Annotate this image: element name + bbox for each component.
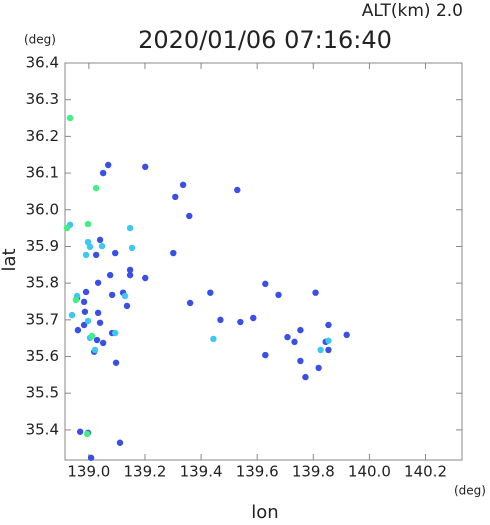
echo-point xyxy=(92,184,100,192)
echo-point xyxy=(302,373,309,381)
echo-point xyxy=(94,309,102,317)
echo-point xyxy=(72,296,80,304)
echo-point xyxy=(82,251,90,259)
echo-point xyxy=(80,321,88,329)
y-tick-label: 36.1 xyxy=(26,164,59,182)
echo-point xyxy=(207,289,214,296)
echo-point xyxy=(186,299,194,307)
echo-point xyxy=(96,236,104,244)
echo-point xyxy=(343,331,350,339)
echo-point xyxy=(80,298,88,306)
echo-point xyxy=(106,271,114,279)
echo-point xyxy=(94,279,102,286)
chart-title: 2020/01/06 07:16:40 xyxy=(138,26,392,54)
echo-point xyxy=(325,321,332,329)
x-tick-label: 139.4 xyxy=(180,463,223,481)
echo-point xyxy=(317,346,324,354)
echo-point xyxy=(128,244,136,252)
echo-point xyxy=(217,316,224,324)
echo-point xyxy=(186,212,193,220)
echo-point xyxy=(142,163,149,171)
y-tick-label: 35.6 xyxy=(26,347,59,365)
echo-point xyxy=(116,439,124,446)
echo-point xyxy=(170,249,177,257)
echo-point xyxy=(91,346,99,354)
echo-point xyxy=(76,428,84,435)
y-tick-label: 36.0 xyxy=(26,200,59,218)
echo-point xyxy=(126,271,134,279)
y-tick-label: 35.9 xyxy=(26,237,59,255)
echo-point xyxy=(81,308,89,315)
x-tick-label: 139.0 xyxy=(67,463,110,481)
echo-point xyxy=(83,430,91,438)
echo-point xyxy=(121,292,129,300)
echo-point xyxy=(99,339,107,347)
echo-point xyxy=(126,224,134,232)
echo-point xyxy=(234,186,241,194)
y-tick-label: 35.8 xyxy=(26,274,59,292)
echo-point xyxy=(84,220,92,228)
echo-point xyxy=(84,317,92,325)
echo-point xyxy=(172,193,179,201)
echo-point xyxy=(99,169,107,177)
y-axis-label: lat xyxy=(0,248,20,271)
echo-point xyxy=(68,311,76,319)
echo-point xyxy=(262,280,269,288)
echo-point xyxy=(86,243,94,251)
echo-point xyxy=(325,346,332,354)
echo-point xyxy=(297,326,304,334)
y-tick-label: 36.2 xyxy=(26,127,59,145)
plot-frame xyxy=(64,62,463,461)
echo-point xyxy=(123,302,131,310)
echo-point xyxy=(93,336,101,344)
echo-point xyxy=(126,266,134,274)
x-axis-label: lon xyxy=(251,502,278,521)
echo-point xyxy=(250,314,257,322)
y-tick-label: 36.4 xyxy=(26,54,59,72)
echo-point xyxy=(325,337,332,344)
echo-point xyxy=(275,291,282,299)
echo-point xyxy=(315,364,322,372)
echo-point xyxy=(142,274,149,282)
x-tick-label: 140.2 xyxy=(404,463,447,481)
y-tick-label: 35.7 xyxy=(26,310,59,328)
echo-point xyxy=(105,161,112,169)
echo-point xyxy=(262,351,269,359)
echo-point xyxy=(87,454,95,461)
echo-point xyxy=(179,181,187,189)
y-unit: (deg) xyxy=(24,33,56,47)
echo-point xyxy=(297,357,304,365)
echo-point xyxy=(112,359,120,366)
echo-point xyxy=(63,224,71,232)
x-unit: (deg) xyxy=(454,484,486,498)
echo-point xyxy=(112,249,119,257)
echo-point xyxy=(210,335,217,343)
altitude-label: ALT(km) 2.0 xyxy=(362,1,463,21)
x-tick-label: 139.8 xyxy=(292,463,335,481)
x-tick-label: 140.0 xyxy=(348,463,391,481)
echo-point xyxy=(96,319,104,326)
y-tick-label: 36.3 xyxy=(26,90,59,108)
y-tick-label: 35.4 xyxy=(26,420,59,438)
echo-point xyxy=(82,288,90,296)
echo-point xyxy=(237,318,244,326)
echo-point xyxy=(312,289,319,296)
x-tick-label: 139.6 xyxy=(236,463,279,481)
echo-point xyxy=(92,251,100,259)
echo-point xyxy=(108,291,116,299)
echo-point xyxy=(284,333,291,341)
echo-point xyxy=(74,326,82,334)
echo-point xyxy=(88,332,96,340)
echo-point xyxy=(66,114,74,122)
echo-point xyxy=(291,338,298,346)
y-tick-label: 35.5 xyxy=(26,384,59,402)
echo-point xyxy=(98,242,106,250)
echo-point xyxy=(112,329,119,337)
x-tick-label: 139.2 xyxy=(123,463,166,481)
